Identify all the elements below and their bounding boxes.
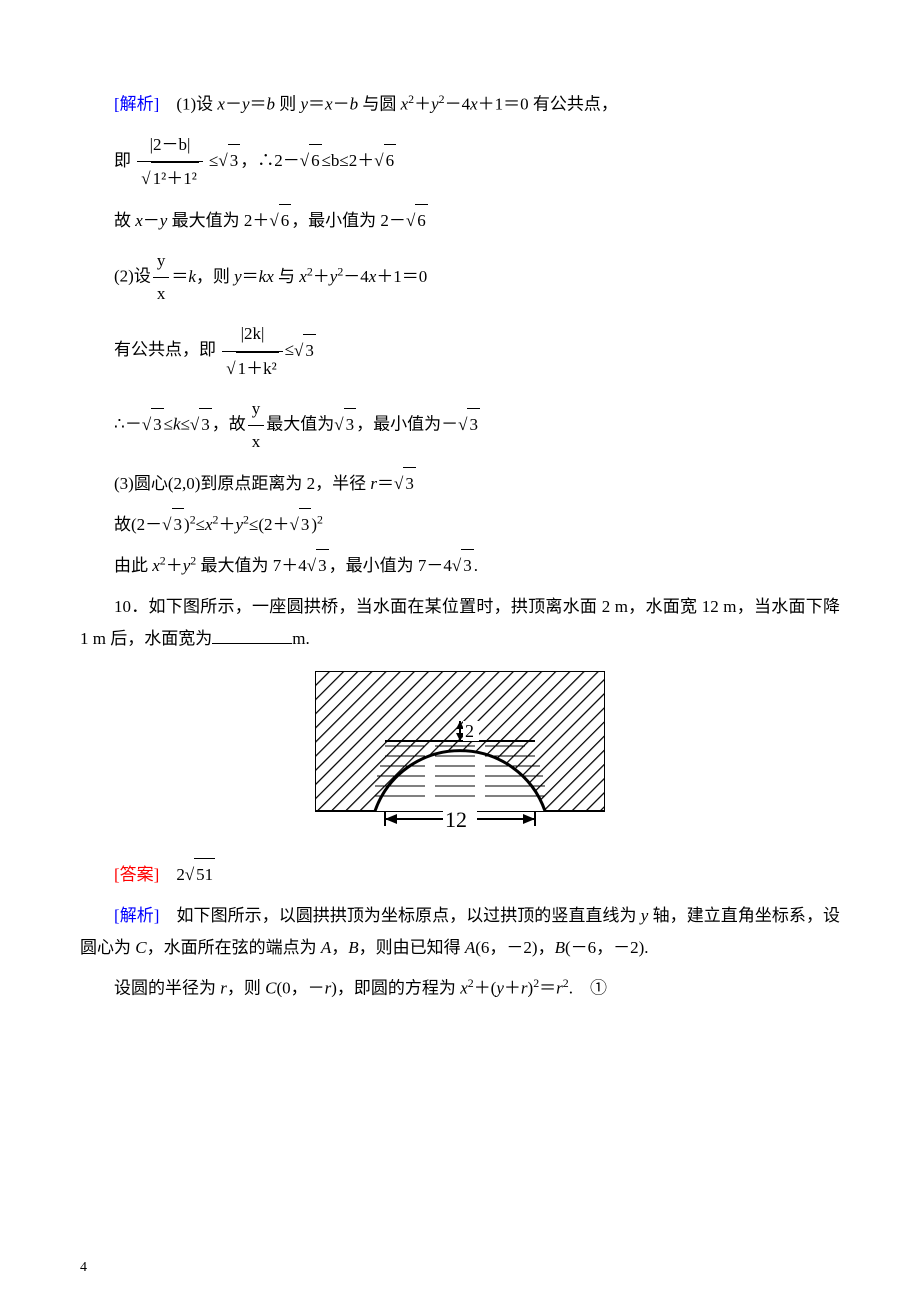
radicand: 1＋k² <box>236 352 279 385</box>
radicand: 3 <box>299 508 312 541</box>
analysis-line-7: (3)圆心(2,0)到原点距离为 2，半径 r＝ 3 <box>114 467 840 500</box>
radicand: 3 <box>228 144 241 177</box>
text: ∴－ <box>114 415 142 434</box>
problem-10: 10．如下图所示，一座圆拱桥，当水面在某位置时，拱顶离水面 2 m，水面宽 12… <box>80 591 840 656</box>
radicand: 3 <box>461 549 474 582</box>
sqrt: 6 <box>300 144 322 177</box>
radicand: 51 <box>194 858 215 891</box>
text: ≤ <box>209 151 218 170</box>
analysis-label: [解析] <box>114 95 159 114</box>
radicand: 3 <box>316 549 329 582</box>
numerator: y <box>248 393 265 426</box>
text: ≤k≤ <box>164 415 190 434</box>
text: 即 <box>114 151 131 170</box>
analysis-line-3: 故 x－y 最大值为 2＋6，最小值为 2－6 <box>114 204 840 237</box>
numerator: |2－b| <box>150 135 191 154</box>
radicand: 1²＋1² <box>151 162 199 195</box>
sqrt: 3 <box>452 549 474 582</box>
analysis-paragraph-12: 设圆的半径为 r，则 C(0，－r)，即圆的方程为 x2＋(y＋r)2＝r2. … <box>80 972 840 1005</box>
sqrt: 1²＋1² <box>141 162 199 195</box>
document-page: [解析] (1)设 x－y＝b 则 y＝x－b 与圆 x2＋y2－4x＋1＝0 … <box>0 0 920 1302</box>
sqrt: 3 <box>294 334 316 367</box>
analysis-line-8: 故(2－3)2≤x2＋y2≤(2＋3)2 <box>114 508 840 541</box>
text: )2≤x2＋y2≤(2＋ <box>184 515 289 534</box>
text: )2 <box>311 515 323 534</box>
text: ，最小值为 2－ <box>291 211 406 230</box>
text: (2)设 <box>114 267 151 286</box>
numerator: |2k| <box>241 324 265 343</box>
text: ，∴2－ <box>240 151 300 170</box>
answer-line: [答案] 2 51 <box>114 858 840 891</box>
analysis-label: [解析] <box>114 906 159 925</box>
sqrt: 3 <box>218 144 240 177</box>
sqrt: 3 <box>162 508 184 541</box>
sqrt: 3 <box>142 408 164 441</box>
sqrt: 3 <box>190 408 212 441</box>
answer-value: 2 <box>176 865 185 884</box>
text: m. <box>292 629 309 648</box>
fraction: |2－b| 1²＋1² <box>137 129 203 196</box>
problem-text: 10．如下图所示，一座圆拱桥，当水面在某位置时，拱顶离水面 2 m，水面宽 12… <box>80 597 840 648</box>
radicand: 3 <box>172 508 185 541</box>
text: ，最小值为 7－4 <box>329 556 452 575</box>
sqrt: 6 <box>406 204 428 237</box>
sqrt: 3 <box>334 408 356 441</box>
text: ，故 <box>212 415 246 434</box>
text: ＝k，则 y＝kx 与 x2＋y2－4x＋1＝0 <box>171 267 427 286</box>
sqrt: 1＋k² <box>226 352 278 385</box>
sqrt: 3 <box>289 508 311 541</box>
fraction: |2k| 1＋k² <box>222 318 282 385</box>
text: (3)圆心(2,0)到原点距离为 2，半径 r＝ <box>114 474 394 493</box>
text: 故 x－y 最大值为 2＋ <box>114 211 269 230</box>
radicand: 3 <box>199 408 212 441</box>
bridge-figure: 2 12 <box>80 671 840 842</box>
text: ≤ <box>285 341 294 360</box>
denominator: x <box>153 278 170 310</box>
analysis-line-6: ∴－3≤k≤3，故yx最大值为3，最小值为－3 <box>114 393 840 459</box>
page-number: 4 <box>80 1255 87 1282</box>
radicand: 3 <box>403 467 416 500</box>
radicand: 6 <box>279 204 292 237</box>
text: 由此 x2＋y2 最大值为 7＋4 <box>114 556 307 575</box>
analysis-line-5: 有公共点，即 |2k| 1＋k² ≤3 <box>114 318 840 385</box>
text: ，最小值为－ <box>356 415 458 434</box>
answer-blank <box>212 626 292 644</box>
analysis-line-4: (2)设yx＝k，则 y＝kx 与 x2＋y2－4x＋1＝0 <box>114 245 840 311</box>
sqrt: 6 <box>269 204 291 237</box>
numerator: y <box>153 245 170 278</box>
figure-label-12: 12 <box>445 807 467 831</box>
text: . <box>474 556 478 575</box>
sqrt: 3 <box>394 467 416 500</box>
denominator: x <box>248 426 265 458</box>
radicand: 3 <box>344 408 357 441</box>
fraction: yx <box>248 393 265 459</box>
analysis-paragraph-11: [解析] 如下图所示，以圆拱拱顶为坐标原点，以过拱顶的竖直直线为 y 轴，建立直… <box>80 900 840 965</box>
radicand: 3 <box>467 408 480 441</box>
fraction: yx <box>153 245 170 311</box>
radicand: 6 <box>309 144 322 177</box>
text: 有公共点，即 <box>114 341 216 360</box>
text: 最大值为 <box>266 415 334 434</box>
analysis-paragraph-1: [解析] (1)设 x－y＝b 则 y＝x－b 与圆 x2＋y2－4x＋1＝0 … <box>114 88 840 121</box>
radicand: 6 <box>384 144 397 177</box>
bridge-svg: 2 12 <box>315 671 605 831</box>
sqrt: 6 <box>374 144 396 177</box>
radicand: 6 <box>415 204 428 237</box>
analysis-line-9: 由此 x2＋y2 最大值为 7＋43，最小值为 7－43. <box>114 549 840 582</box>
analysis-line-2: 即 |2－b| 1²＋1² ≤3，∴2－6≤b≤2＋6 <box>114 129 840 196</box>
figure-label-2: 2 <box>465 721 474 741</box>
answer-label: [答案] <box>114 865 159 884</box>
sqrt: 3 <box>307 549 329 582</box>
sqrt: 51 <box>185 858 215 891</box>
text: 故(2－ <box>114 515 162 534</box>
radicand: 3 <box>303 334 316 367</box>
text: ≤b≤2＋ <box>322 151 375 170</box>
radicand: 3 <box>151 408 164 441</box>
sqrt: 3 <box>458 408 480 441</box>
